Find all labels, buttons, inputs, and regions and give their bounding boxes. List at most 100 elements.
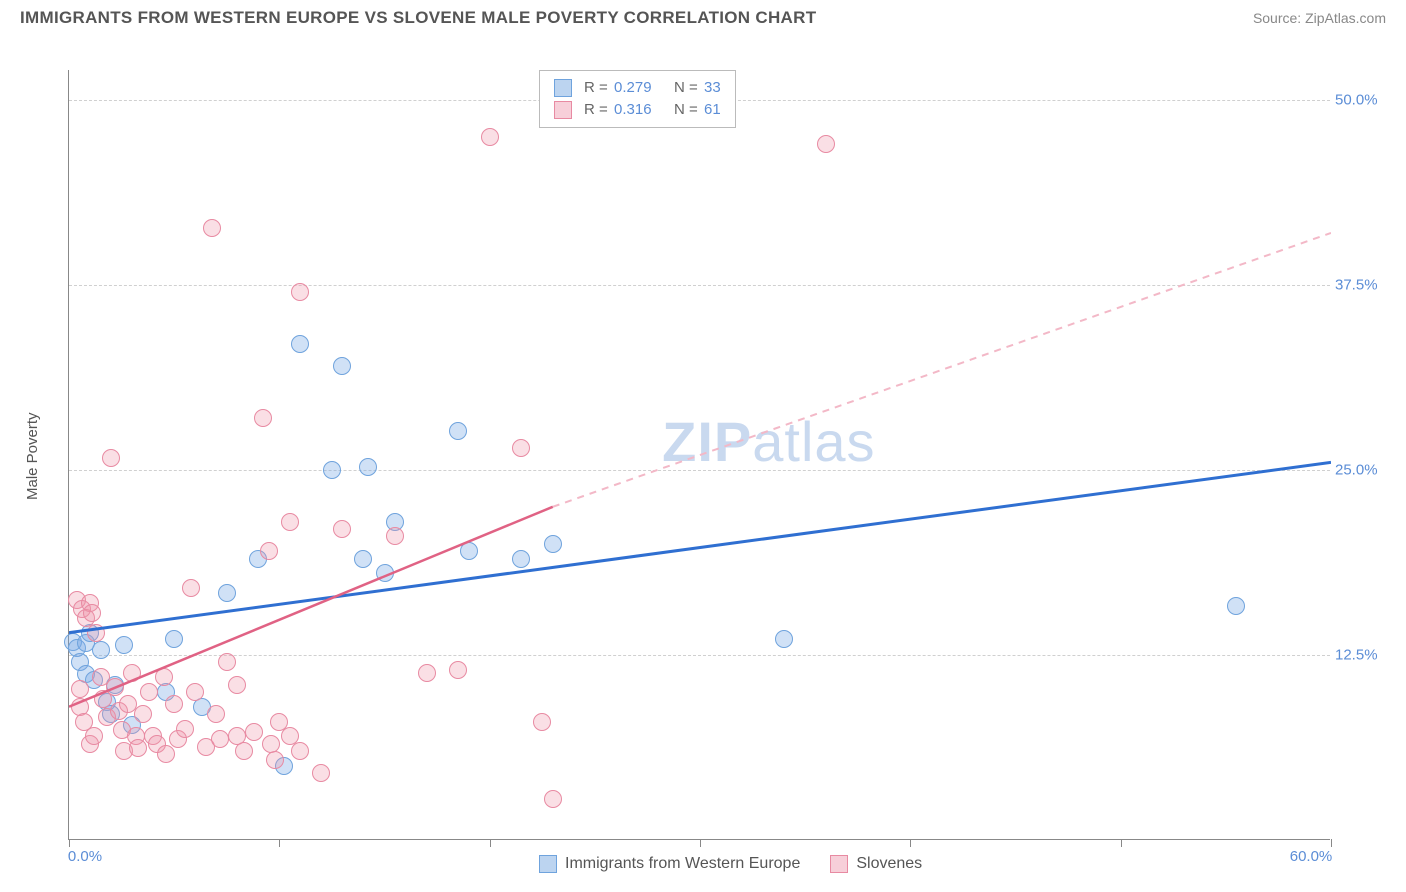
legend-item: Slovenes xyxy=(830,855,922,873)
scatter-point xyxy=(544,535,562,553)
x-tick-label: 60.0% xyxy=(1290,848,1333,865)
scatter-point xyxy=(449,661,467,679)
chart-title: IMMIGRANTS FROM WESTERN EUROPE VS SLOVEN… xyxy=(20,8,816,28)
x-tick xyxy=(490,839,491,847)
chart-header: IMMIGRANTS FROM WESTERN EUROPE VS SLOVEN… xyxy=(0,0,1406,32)
correlation-legend: R = 0.279 N = 33 R = 0.316 N = 61 xyxy=(539,70,736,128)
scatter-point xyxy=(291,742,309,760)
scatter-point xyxy=(533,713,551,731)
legend-r-label: R = xyxy=(584,77,608,99)
plot-area: 12.5%25.0%37.5%50.0%0.0%60.0%ZIPatlasR =… xyxy=(68,70,1330,840)
scatter-point xyxy=(203,219,221,237)
scatter-point xyxy=(312,764,330,782)
scatter-point xyxy=(129,739,147,757)
source-attribution: Source: ZipAtlas.com xyxy=(1253,10,1386,26)
legend-row: R = 0.316 N = 61 xyxy=(554,99,721,121)
scatter-point xyxy=(218,584,236,602)
y-tick-label: 12.5% xyxy=(1335,646,1390,663)
scatter-point xyxy=(235,742,253,760)
scatter-point xyxy=(323,461,341,479)
scatter-point xyxy=(115,636,133,654)
scatter-point xyxy=(1227,597,1245,615)
scatter-point xyxy=(333,357,351,375)
scatter-point xyxy=(333,520,351,538)
legend-n-label: N = xyxy=(674,77,698,99)
scatter-point xyxy=(211,730,229,748)
legend-n-value: 33 xyxy=(704,77,721,99)
scatter-point xyxy=(245,723,263,741)
series-legend: Immigrants from Western Europe Slovenes xyxy=(539,855,922,873)
scatter-point xyxy=(83,604,101,622)
legend-swatch xyxy=(554,101,572,119)
scatter-point xyxy=(218,653,236,671)
scatter-point xyxy=(386,527,404,545)
scatter-point xyxy=(354,550,372,568)
scatter-point xyxy=(165,695,183,713)
scatter-point xyxy=(512,439,530,457)
legend-r-value: 0.316 xyxy=(614,99,668,121)
legend-label: Immigrants from Western Europe xyxy=(565,855,800,873)
legend-r-label: R = xyxy=(584,99,608,121)
scatter-point xyxy=(291,283,309,301)
scatter-point xyxy=(87,624,105,642)
scatter-point xyxy=(449,422,467,440)
scatter-point xyxy=(817,135,835,153)
grid-line xyxy=(69,470,1330,471)
grid-line xyxy=(69,655,1330,656)
x-tick xyxy=(910,839,911,847)
scatter-point xyxy=(254,409,272,427)
scatter-point xyxy=(266,751,284,769)
x-tick xyxy=(279,839,280,847)
legend-swatch xyxy=(539,855,557,873)
scatter-point xyxy=(186,683,204,701)
x-tick xyxy=(700,839,701,847)
scatter-point xyxy=(155,668,173,686)
legend-swatch xyxy=(554,79,572,97)
grid-line xyxy=(69,285,1330,286)
y-tick-label: 25.0% xyxy=(1335,461,1390,478)
scatter-point xyxy=(102,449,120,467)
scatter-point xyxy=(359,458,377,476)
scatter-point xyxy=(207,705,225,723)
scatter-point xyxy=(134,705,152,723)
scatter-point xyxy=(281,513,299,531)
scatter-point xyxy=(418,664,436,682)
scatter-point xyxy=(157,745,175,763)
legend-label: Slovenes xyxy=(856,855,922,873)
x-tick xyxy=(1331,839,1332,847)
scatter-point xyxy=(123,664,141,682)
legend-n-value: 61 xyxy=(704,99,721,121)
scatter-point xyxy=(228,676,246,694)
y-axis-label: Male Poverty xyxy=(24,412,41,500)
legend-item: Immigrants from Western Europe xyxy=(539,855,800,873)
scatter-point xyxy=(775,630,793,648)
legend-row: R = 0.279 N = 33 xyxy=(554,77,721,99)
scatter-point xyxy=(544,790,562,808)
scatter-point xyxy=(291,335,309,353)
source-link[interactable]: ZipAtlas.com xyxy=(1305,10,1386,26)
legend-n-label: N = xyxy=(674,99,698,121)
scatter-point xyxy=(460,542,478,560)
scatter-point xyxy=(182,579,200,597)
scatter-point xyxy=(106,678,124,696)
x-tick xyxy=(1121,839,1122,847)
legend-r-value: 0.279 xyxy=(614,77,668,99)
scatter-point xyxy=(260,542,278,560)
scatter-point xyxy=(92,641,110,659)
source-label: Source: xyxy=(1253,10,1301,26)
x-tick xyxy=(69,839,70,847)
scatter-point xyxy=(481,128,499,146)
x-tick-label: 0.0% xyxy=(68,848,102,865)
scatter-point xyxy=(512,550,530,568)
chart-area: Male Poverty 12.5% 25.0% 37.5% 50.0% 0.0% 60.0… xyxy=(20,32,1400,890)
scatter-point xyxy=(165,630,183,648)
scatter-point xyxy=(176,720,194,738)
y-tick-label: 37.5% xyxy=(1335,276,1390,293)
scatter-point xyxy=(85,727,103,745)
scatter-point xyxy=(262,735,280,753)
y-tick-label: 50.0% xyxy=(1335,91,1390,108)
watermark: ZIPatlas xyxy=(662,409,875,474)
scatter-point xyxy=(376,564,394,582)
scatter-point xyxy=(140,683,158,701)
scatter-point xyxy=(71,680,89,698)
